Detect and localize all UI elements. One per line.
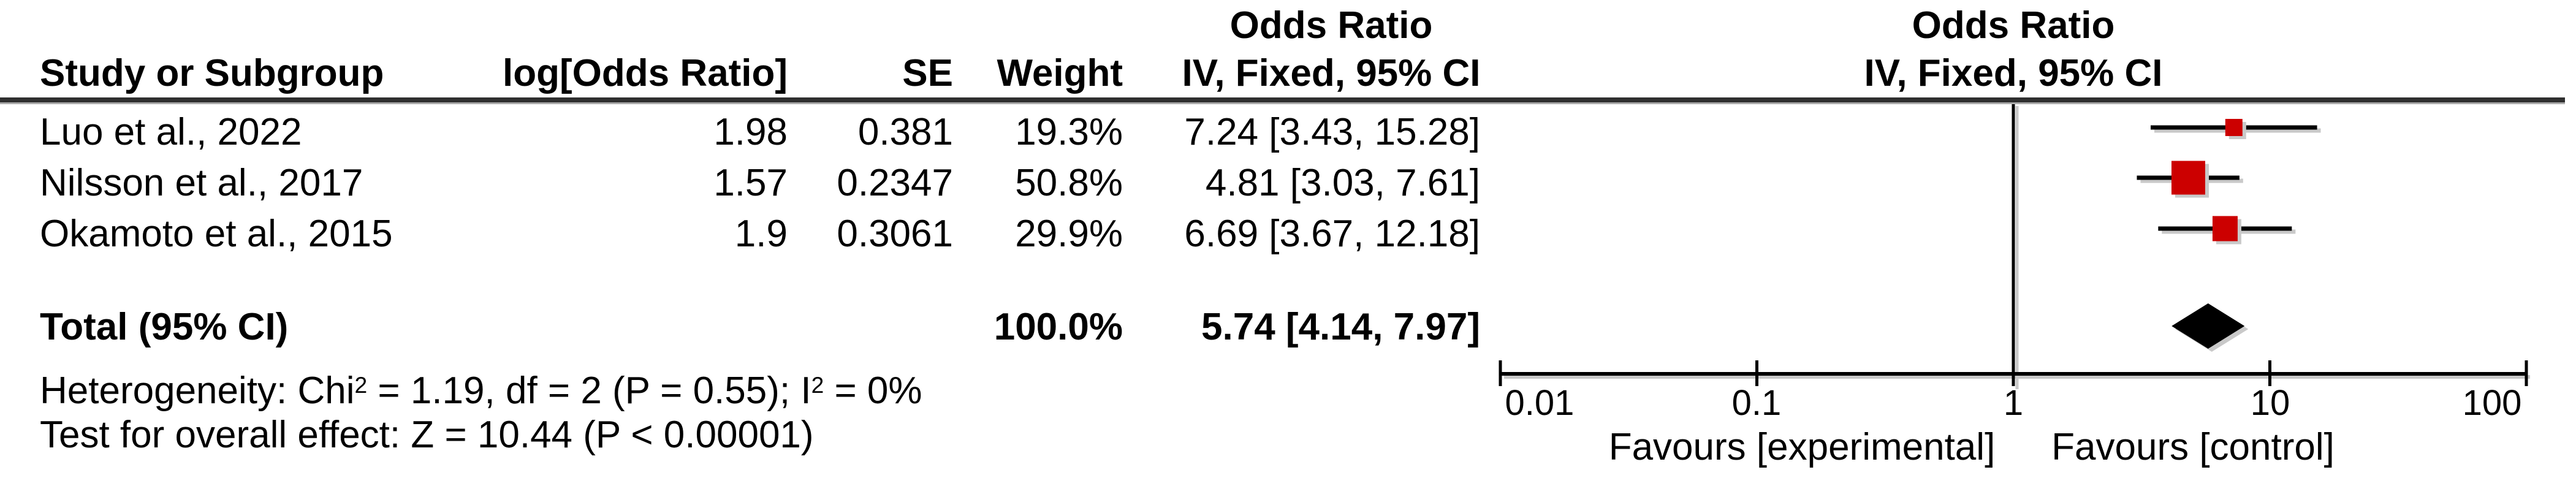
study-or-ci: 7.24 [3.43, 15.28] <box>1184 111 1480 153</box>
favours-experimental-label: Favours [experimental] <box>1608 426 1996 468</box>
axis-tick-label: 0.01 <box>1505 383 1575 423</box>
total-label: Total (95% CI) <box>40 306 289 348</box>
total-diamond <box>2171 303 2245 349</box>
no-effect-line-shadow <box>2015 106 2019 389</box>
overall-effect-line: Test for overall effect: Z = 10.44 (P < … <box>40 414 814 456</box>
axis-tick-label: 10 <box>2250 383 2290 423</box>
x-axis-tick <box>2268 360 2271 386</box>
study-name: Nilsson et al., 2017 <box>40 162 363 204</box>
study-se: 0.2347 <box>837 162 953 204</box>
study-name: Okamoto et al., 2015 <box>40 213 393 255</box>
x-axis-tick <box>2012 360 2015 386</box>
heterogeneity-text: = 0% <box>824 370 922 412</box>
study-se: 0.381 <box>857 111 953 153</box>
column-header-log-odds-ratio: log[Odds Ratio] <box>503 52 788 94</box>
axis-tick-label: 0.1 <box>1731 383 1782 423</box>
x-axis-line-shadow <box>1504 375 2530 379</box>
heterogeneity-line: Heterogeneity: Chi2 = 1.19, df = 2 (P = … <box>40 366 922 416</box>
column-header-ci-table: IV, Fixed, 95% CI <box>1182 52 1481 94</box>
study-or-ci: 4.81 [3.03, 7.61] <box>1205 162 1480 204</box>
column-header-odds-ratio-table: Odds Ratio <box>1229 4 1433 47</box>
heterogeneity-text: = 1.19, df = 2 (P = 0.55); I <box>367 370 811 412</box>
x-axis-tick <box>1755 360 1758 386</box>
effect-square <box>2212 216 2238 241</box>
no-effect-line <box>2012 103 2015 386</box>
study-se: 0.3061 <box>837 213 953 255</box>
study-or-ci: 6.69 [3.67, 12.18] <box>1184 213 1480 255</box>
study-name: Luo et al., 2022 <box>40 111 302 153</box>
total-or-ci: 5.74 [4.14, 7.97] <box>1201 306 1480 348</box>
study-weight: 29.9% <box>1015 213 1123 255</box>
header-separator-line <box>0 97 2565 102</box>
x-axis-tick <box>2525 360 2528 386</box>
i-superscript: 2 <box>811 372 824 398</box>
header-separator-shadow <box>0 102 2565 104</box>
study-log-or: 1.57 <box>713 162 788 204</box>
favours-control-label: Favours [control] <box>2051 426 2335 468</box>
column-header-ci-plot: IV, Fixed, 95% CI <box>1864 52 2163 94</box>
column-header-se: SE <box>902 52 953 94</box>
axis-tick-label: 100 <box>2462 383 2522 423</box>
heterogeneity-text: Heterogeneity: Chi <box>40 370 355 412</box>
total-weight: 100.0% <box>994 306 1123 348</box>
axis-tick-label: 1 <box>2003 383 2024 423</box>
effect-square <box>2171 161 2205 195</box>
study-log-or: 1.98 <box>713 111 788 153</box>
study-weight: 19.3% <box>1015 111 1123 153</box>
study-weight: 50.8% <box>1015 162 1123 204</box>
chi-superscript: 2 <box>354 372 368 398</box>
x-axis-tick <box>1499 360 1502 386</box>
effect-square <box>2225 119 2243 136</box>
study-log-or: 1.9 <box>734 213 788 255</box>
column-header-odds-ratio-plot: Odds Ratio <box>1912 4 2115 47</box>
column-header-study: Study or Subgroup <box>40 52 384 94</box>
column-header-weight: Weight <box>997 52 1123 94</box>
